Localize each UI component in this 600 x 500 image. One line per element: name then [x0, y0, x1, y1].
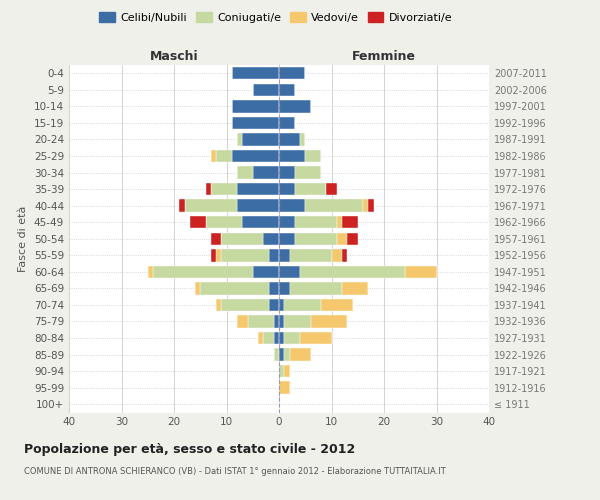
Bar: [279, 249, 290, 262]
Bar: [205, 216, 242, 228]
Bar: [237, 316, 248, 328]
Bar: [300, 266, 405, 278]
Bar: [232, 116, 279, 129]
Bar: [279, 266, 300, 278]
Bar: [279, 100, 311, 112]
Bar: [337, 216, 342, 228]
Bar: [337, 232, 347, 245]
Bar: [216, 249, 221, 262]
Bar: [279, 298, 284, 311]
Bar: [363, 200, 368, 212]
Text: Popolazione per età, sesso e stato civile - 2012: Popolazione per età, sesso e stato civil…: [24, 442, 355, 456]
Text: Femmine: Femmine: [352, 50, 416, 62]
Bar: [253, 84, 279, 96]
Bar: [279, 332, 284, 344]
Bar: [279, 67, 305, 80]
Bar: [331, 249, 342, 262]
Bar: [290, 249, 331, 262]
Bar: [279, 282, 290, 294]
Bar: [326, 183, 337, 196]
Bar: [221, 249, 269, 262]
Bar: [237, 200, 279, 212]
Bar: [405, 266, 437, 278]
Bar: [269, 298, 279, 311]
Bar: [242, 134, 279, 145]
Bar: [185, 200, 237, 212]
Bar: [305, 200, 363, 212]
Bar: [279, 232, 295, 245]
Bar: [211, 232, 221, 245]
Bar: [269, 249, 279, 262]
Bar: [295, 232, 337, 245]
Bar: [263, 332, 274, 344]
Bar: [342, 249, 347, 262]
Bar: [279, 382, 290, 394]
Bar: [253, 166, 279, 179]
Bar: [216, 298, 221, 311]
Bar: [279, 316, 284, 328]
Bar: [284, 332, 300, 344]
Bar: [274, 316, 279, 328]
Bar: [279, 365, 284, 378]
Bar: [279, 200, 305, 212]
Bar: [284, 298, 321, 311]
Bar: [269, 282, 279, 294]
Bar: [237, 166, 253, 179]
Bar: [342, 282, 368, 294]
Bar: [274, 332, 279, 344]
Bar: [279, 84, 295, 96]
Bar: [248, 316, 274, 328]
Bar: [237, 134, 242, 145]
Bar: [279, 134, 300, 145]
Bar: [290, 282, 342, 294]
Bar: [221, 232, 263, 245]
Text: Maschi: Maschi: [149, 50, 199, 62]
Bar: [195, 282, 200, 294]
Bar: [279, 348, 284, 361]
Bar: [232, 67, 279, 80]
Bar: [200, 282, 269, 294]
Bar: [321, 298, 353, 311]
Bar: [179, 200, 185, 212]
Bar: [211, 249, 216, 262]
Bar: [295, 183, 326, 196]
Bar: [311, 316, 347, 328]
Bar: [242, 216, 279, 228]
Bar: [279, 166, 295, 179]
Bar: [205, 183, 211, 196]
Text: COMUNE DI ANTRONA SCHIERANCO (VB) - Dati ISTAT 1° gennaio 2012 - Elaborazione TU: COMUNE DI ANTRONA SCHIERANCO (VB) - Dati…: [24, 468, 446, 476]
Bar: [153, 266, 253, 278]
Bar: [300, 134, 305, 145]
Bar: [211, 183, 237, 196]
Bar: [295, 166, 321, 179]
Bar: [279, 150, 305, 162]
Bar: [284, 348, 290, 361]
Bar: [216, 150, 232, 162]
Bar: [237, 183, 279, 196]
Bar: [148, 266, 153, 278]
Bar: [290, 348, 311, 361]
Bar: [211, 150, 216, 162]
Bar: [232, 100, 279, 112]
Bar: [347, 232, 358, 245]
Bar: [190, 216, 205, 228]
Bar: [368, 200, 373, 212]
Bar: [295, 216, 337, 228]
Bar: [284, 316, 311, 328]
Bar: [300, 332, 331, 344]
Legend: Celibi/Nubili, Coniugati/e, Vedovi/e, Divorziati/e: Celibi/Nubili, Coniugati/e, Vedovi/e, Di…: [95, 8, 457, 28]
Bar: [284, 365, 290, 378]
Bar: [342, 216, 358, 228]
Bar: [279, 183, 295, 196]
Bar: [279, 216, 295, 228]
Bar: [274, 348, 279, 361]
Y-axis label: Fasce di età: Fasce di età: [19, 206, 28, 272]
Bar: [232, 150, 279, 162]
Bar: [221, 298, 269, 311]
Bar: [253, 266, 279, 278]
Bar: [263, 232, 279, 245]
Bar: [258, 332, 263, 344]
Bar: [305, 150, 321, 162]
Bar: [279, 116, 295, 129]
